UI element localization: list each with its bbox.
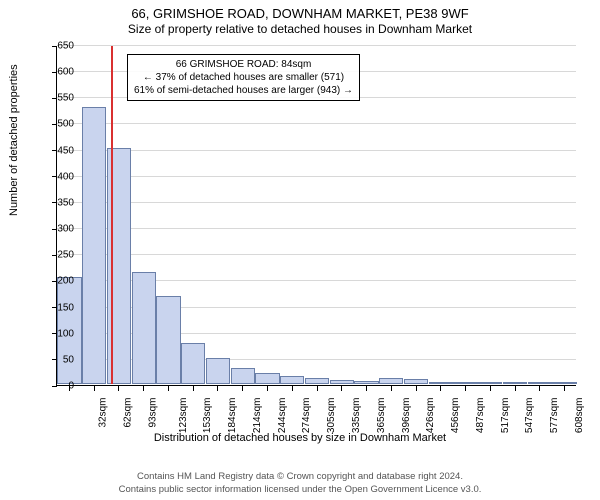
histogram-bar [503,382,527,384]
histogram-bar [552,382,576,384]
xtick-label: 305sqm [326,398,337,434]
xtick-mark [317,386,318,391]
xtick-mark [118,386,119,391]
xtick-mark [292,386,293,391]
histogram-bar [132,272,156,384]
x-axis-title: Distribution of detached houses by size … [0,432,600,444]
histogram-bar [453,382,477,384]
xtick-mark [168,386,169,391]
chart-container: 66, GRIMSHOE ROAD, DOWNHAM MARKET, PE38 … [0,0,600,500]
xtick-mark [416,386,417,391]
xtick-label: 184sqm [227,398,238,434]
ytick-label: 650 [44,41,74,52]
xtick-mark [564,386,565,391]
chart-subtitle: Size of property relative to detached ho… [0,21,600,36]
xtick-label: 153sqm [203,398,214,434]
annotation-line: ← 37% of detached houses are smaller (57… [134,71,353,84]
xtick-label: 456sqm [450,398,461,434]
ytick-label: 600 [44,67,74,78]
xtick-mark [143,386,144,391]
xtick-mark [465,386,466,391]
xtick-label: 93sqm [147,398,158,428]
xtick-label: 335sqm [351,398,362,434]
histogram-bar [156,296,180,384]
gridline [57,123,576,124]
ytick-label: 0 [44,381,74,392]
xtick-label: 62sqm [123,398,134,428]
histogram-bar [181,343,205,384]
xtick-label: 365sqm [376,398,387,434]
gridline [57,176,576,177]
histogram-bar [528,382,552,384]
ytick-label: 100 [44,328,74,339]
xtick-mark [440,386,441,391]
gridline [57,202,576,203]
xtick-label: 577sqm [549,398,560,434]
ytick-label: 400 [44,171,74,182]
xtick-mark [94,386,95,391]
ytick-label: 300 [44,224,74,235]
chart-area: 32sqm62sqm93sqm123sqm153sqm184sqm214sqm2… [56,46,576,386]
xtick-label: 274sqm [302,398,313,434]
histogram-bar [404,379,428,384]
xtick-mark [539,386,540,391]
property-marker-line [111,46,113,384]
xtick-label: 123sqm [178,398,189,434]
ytick-label: 450 [44,145,74,156]
xtick-mark [267,386,268,391]
ytick-label: 50 [44,354,74,365]
xtick-mark [391,386,392,391]
annotation-box: 66 GRIMSHOE ROAD: 84sqm← 37% of detached… [127,54,360,101]
xtick-mark [217,386,218,391]
histogram-bar [206,358,230,384]
xtick-label: 426sqm [425,398,436,434]
histogram-bar [255,373,279,385]
histogram-bar [379,378,403,384]
ytick-label: 250 [44,250,74,261]
histogram-bar [231,368,255,384]
ytick-label: 350 [44,197,74,208]
xtick-label: 214sqm [252,398,263,434]
xtick-label: 396sqm [401,398,412,434]
gridline [57,228,576,229]
histogram-bar [478,382,502,384]
xtick-label: 608sqm [574,398,585,434]
footer-line1: Contains HM Land Registry data © Crown c… [0,471,600,483]
histogram-bar [429,382,453,384]
ytick-label: 150 [44,302,74,313]
xtick-mark [242,386,243,391]
gridline [57,45,576,46]
annotation-line: 61% of semi-detached houses are larger (… [134,84,353,97]
histogram-bar [305,378,329,384]
xtick-mark [341,386,342,391]
plot-region: 32sqm62sqm93sqm123sqm153sqm184sqm214sqm2… [56,46,576,386]
xtick-label: 547sqm [524,398,535,434]
xtick-label: 517sqm [500,398,511,434]
xtick-mark [193,386,194,391]
ytick-label: 500 [44,119,74,130]
chart-title: 66, GRIMSHOE ROAD, DOWNHAM MARKET, PE38 … [0,0,600,21]
y-axis-title: Number of detached properties [8,64,20,216]
xtick-mark [366,386,367,391]
histogram-bar [82,107,106,384]
xtick-label: 244sqm [277,398,288,434]
xtick-label: 487sqm [475,398,486,434]
ytick-label: 200 [44,276,74,287]
gridline [57,150,576,151]
histogram-bar [280,376,304,384]
ytick-label: 550 [44,93,74,104]
footer-attribution: Contains HM Land Registry data © Crown c… [0,471,600,496]
histogram-bar [354,381,378,384]
histogram-bar [330,380,354,384]
gridline [57,254,576,255]
annotation-line: 66 GRIMSHOE ROAD: 84sqm [134,58,353,71]
xtick-mark [515,386,516,391]
xtick-mark [490,386,491,391]
xtick-label: 32sqm [98,398,109,428]
footer-line2: Contains public sector information licen… [0,484,600,496]
